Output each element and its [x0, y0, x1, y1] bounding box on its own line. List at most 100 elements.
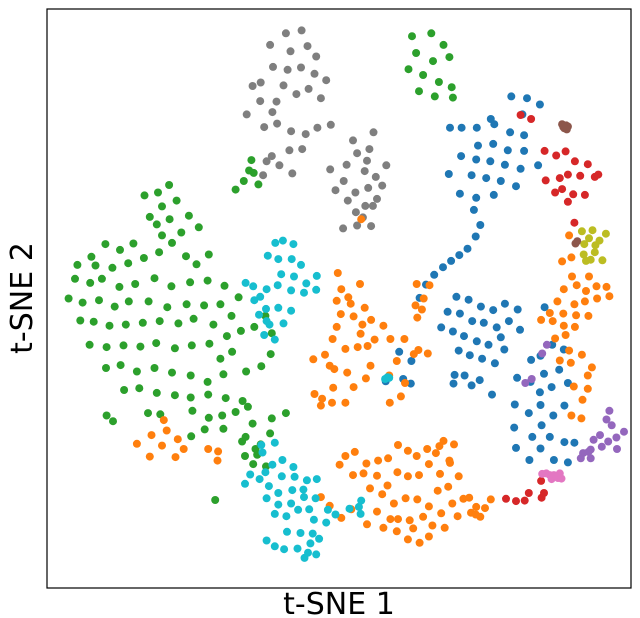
point-s0-101 — [204, 390, 213, 399]
point-s6-4 — [274, 255, 283, 264]
point-s2-25 — [489, 190, 498, 199]
point-s5-153 — [337, 513, 346, 522]
point-s9-1 — [542, 340, 551, 349]
point-s0-30 — [91, 261, 100, 270]
point-s1-20 — [242, 110, 251, 119]
point-s0-107 — [204, 413, 213, 422]
point-s9-10 — [589, 435, 598, 444]
point-s2-59 — [465, 351, 474, 360]
point-s0-100 — [186, 393, 195, 402]
point-s1-43 — [378, 181, 387, 190]
point-s5-45 — [425, 281, 434, 290]
point-s0-112 — [267, 414, 276, 423]
point-s5-51 — [572, 281, 581, 290]
point-s5-8 — [358, 320, 367, 329]
point-s0-106 — [188, 406, 197, 415]
point-s2-11 — [474, 141, 482, 150]
point-s0-2 — [439, 40, 448, 49]
point-s2-72 — [563, 379, 572, 387]
point-s6-16 — [256, 292, 265, 301]
point-s5-5 — [346, 299, 355, 308]
point-s6-22 — [287, 306, 296, 315]
point-s7-8 — [579, 250, 588, 259]
point-s9-16 — [613, 445, 621, 453]
point-s1-56 — [367, 222, 376, 231]
point-s0-79 — [136, 342, 145, 351]
point-s5-142 — [394, 515, 402, 524]
point-s2-63 — [527, 355, 536, 364]
point-s2-100 — [407, 357, 416, 365]
point-s5-106 — [423, 445, 432, 453]
point-s0-77 — [102, 343, 111, 352]
point-s7-6 — [598, 256, 607, 265]
point-s0-27 — [101, 240, 110, 249]
point-s5-97 — [214, 447, 223, 456]
point-s0-131 — [254, 180, 263, 189]
point-s0-84 — [216, 354, 225, 363]
point-s2-57 — [496, 333, 505, 342]
point-s5-42 — [400, 335, 409, 343]
point-s5-128 — [389, 499, 398, 508]
point-s0-103 — [238, 397, 247, 405]
plot-area-frame — [46, 8, 632, 589]
point-s0-52 — [95, 296, 103, 305]
point-s3-13 — [569, 190, 578, 199]
point-s0-22 — [177, 228, 186, 237]
point-s5-146 — [424, 532, 433, 541]
point-s6-46 — [264, 482, 273, 491]
point-s0-18 — [145, 212, 154, 221]
point-s6-38 — [261, 468, 270, 477]
point-s0-28 — [116, 245, 124, 254]
point-s5-10 — [360, 303, 369, 312]
point-s5-110 — [431, 449, 440, 458]
point-s0-8 — [447, 83, 456, 92]
point-s5-43 — [414, 346, 423, 354]
point-s2-17 — [486, 157, 495, 166]
point-s6-27 — [270, 335, 279, 344]
point-s5-48 — [413, 313, 422, 322]
point-s0-99 — [170, 391, 179, 400]
point-s0-64 — [121, 320, 130, 329]
point-s0-19 — [165, 215, 174, 224]
point-s5-87 — [162, 426, 171, 435]
point-s7-11 — [582, 256, 590, 265]
point-s6-20 — [262, 304, 270, 313]
point-s6-70 — [312, 550, 321, 559]
point-s1-25 — [313, 123, 322, 132]
point-s8-6 — [545, 471, 554, 480]
point-s5-14 — [341, 344, 350, 353]
point-s9-18 — [584, 447, 593, 456]
point-s0-113 — [281, 409, 290, 418]
point-s2-98 — [406, 379, 415, 388]
point-s6-21 — [274, 303, 283, 312]
point-s5-7 — [349, 312, 358, 321]
point-s5-15 — [353, 343, 362, 352]
point-s5-94 — [132, 439, 141, 448]
point-s2-91 — [536, 444, 545, 453]
point-s4-9 — [573, 237, 582, 246]
point-s0-133 — [247, 156, 256, 165]
point-s9-4 — [605, 406, 614, 415]
point-s1-30 — [262, 157, 271, 166]
point-s9-0 — [538, 349, 547, 358]
point-s5-37 — [385, 398, 394, 407]
point-s3-24 — [540, 489, 548, 497]
point-s6-31 — [385, 373, 394, 382]
point-s2-82 — [524, 409, 533, 418]
point-s0-119 — [219, 424, 228, 433]
point-s2-46 — [455, 309, 464, 318]
point-s2-34 — [447, 256, 456, 265]
point-s3-16 — [594, 170, 603, 179]
point-s1-49 — [343, 196, 352, 205]
point-s7-9 — [585, 234, 593, 243]
point-s2-2 — [535, 100, 544, 109]
point-s2-1 — [523, 94, 531, 103]
point-s9-17 — [576, 454, 585, 463]
point-s2-7 — [446, 123, 454, 132]
point-s1-35 — [369, 128, 378, 137]
point-s2-14 — [520, 146, 529, 155]
x-axis-label: t-SNE 1 — [283, 587, 395, 618]
point-s6-18 — [241, 278, 250, 287]
point-s2-35 — [439, 263, 447, 272]
